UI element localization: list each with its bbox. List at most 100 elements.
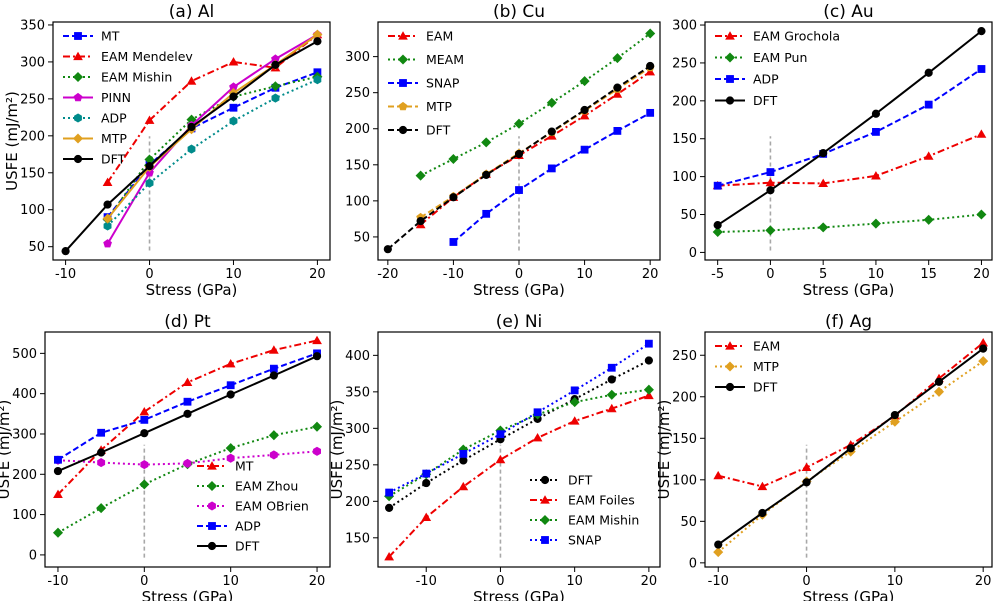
- data-point-snap: [580, 145, 589, 154]
- x-tick-label: 0: [496, 574, 504, 589]
- legend-label: MT: [101, 29, 120, 44]
- data-point-eam-mendelev: [144, 115, 155, 124]
- data-point-meam: [579, 76, 590, 87]
- legend-label: MEAM: [426, 52, 464, 67]
- data-point-eam: [757, 481, 768, 491]
- data-point-snap: [644, 339, 653, 348]
- x-tick-label: 15: [920, 267, 937, 282]
- y-tick-label: 50: [680, 515, 697, 530]
- legend-marker-eam-pun: [724, 52, 736, 63]
- data-point-eam-foiles: [606, 403, 617, 413]
- data-point-dft: [802, 478, 811, 487]
- data-point-dft: [226, 390, 235, 399]
- x-tick-label: -20: [377, 267, 398, 282]
- x-tick-label: 10: [222, 574, 239, 589]
- legend-label: EAM Pun: [753, 50, 807, 65]
- data-point-adp: [271, 93, 280, 103]
- data-point-eam-zhou: [225, 443, 236, 454]
- data-point-mt: [229, 103, 238, 112]
- data-point-dft: [229, 92, 238, 101]
- data-point-dft: [580, 105, 589, 115]
- plot-frame: [52, 21, 331, 261]
- y-tick-label: 200: [20, 129, 45, 144]
- legend-marker-dft: [725, 96, 735, 105]
- data-point-dft: [53, 466, 63, 476]
- data-point-eam: [801, 462, 812, 472]
- legend: MT EAM Zhou EAM OBrien ADP DFT: [197, 459, 309, 554]
- data-point-meam: [645, 28, 656, 39]
- legend-label: EAM: [753, 339, 780, 354]
- data-point-dft: [644, 356, 653, 365]
- data-point-eam-mishin: [270, 81, 281, 92]
- data-point-dft: [934, 377, 944, 386]
- data-point-pinn: [103, 239, 112, 248]
- y-tick-label: 150: [345, 531, 370, 546]
- data-point-meam: [448, 153, 459, 165]
- data-point-eam-grochola: [765, 177, 776, 187]
- data-point-adp: [766, 168, 775, 176]
- panel-title: (f) Ag: [825, 312, 872, 332]
- data-point-dft: [977, 26, 986, 36]
- y-tick-label: 50: [353, 230, 370, 245]
- y-tick-label: 50: [680, 208, 697, 223]
- plot-frame: [44, 331, 331, 568]
- data-point-mt: [182, 377, 193, 387]
- data-point-dft: [713, 221, 722, 230]
- y-tick-label: 300: [345, 422, 370, 437]
- series-dft: [713, 26, 986, 230]
- data-point-snap: [385, 488, 394, 497]
- y-axis-label: USFE (mJ/m²): [0, 400, 13, 500]
- data-point-eam-zhou: [268, 430, 279, 441]
- series-dft: [61, 37, 322, 256]
- y-axis-label: USFE (mJ/m²): [655, 400, 673, 500]
- y-tick-label: 100: [12, 508, 37, 523]
- data-point-eam-mendelev: [186, 76, 197, 85]
- data-point-meam: [513, 118, 525, 129]
- plot-frame: [704, 331, 993, 568]
- data-point-dft: [145, 162, 154, 171]
- data-point-eam-zhou: [311, 421, 323, 432]
- data-point-snap: [459, 449, 468, 458]
- y-tick-label: 200: [672, 390, 697, 405]
- y-tick-label: 350: [20, 18, 45, 33]
- data-point-meam: [481, 137, 492, 148]
- data-point-eam-zhou: [139, 479, 150, 490]
- y-tick-label: 200: [345, 495, 370, 510]
- y-tick-label: 350: [345, 385, 370, 400]
- legend-label: EAM Mendelev: [101, 49, 193, 64]
- legend-marker-eam-mendelev: [73, 51, 83, 61]
- x-tick-label: 20: [309, 574, 326, 589]
- data-point-dft: [312, 352, 322, 361]
- y-tick-label: 250: [672, 349, 697, 364]
- legend-label: DFT: [101, 152, 126, 167]
- data-point-mt: [225, 358, 236, 368]
- y-tick-label: 150: [672, 132, 697, 147]
- legend-label: SNAP: [426, 76, 460, 91]
- legend: MT EAM Mendelev EAM Mishin PINN ADP MTP DFT: [63, 29, 193, 167]
- data-point-dft: [613, 83, 622, 92]
- series-line-dft: [717, 30, 983, 226]
- data-point-dft: [97, 448, 106, 457]
- data-point-dft: [890, 410, 899, 420]
- series-line-eam-mendelev: [106, 33, 319, 183]
- y-tick-label: 100: [345, 194, 370, 209]
- data-point-dft: [646, 61, 655, 71]
- x-tick-label: 0: [145, 267, 153, 282]
- legend-marker-mt: [74, 32, 82, 40]
- series-line-eam-mishin: [388, 388, 650, 498]
- legend-label: MTP: [101, 131, 127, 146]
- data-point-dft: [383, 245, 392, 254]
- legend-marker-eam-zhou: [206, 480, 218, 492]
- series-line-adp: [57, 352, 318, 461]
- data-point-adp: [103, 221, 112, 231]
- y-tick-label: 0: [29, 548, 37, 563]
- legend-marker-meam: [397, 54, 409, 65]
- panel-title: (d) Pt: [164, 312, 211, 332]
- series-line-adp: [106, 78, 318, 227]
- data-point-dft: [269, 371, 278, 380]
- data-point-eam-mendelev: [228, 57, 239, 66]
- series-eam-pun: [712, 209, 987, 238]
- data-point-mtp: [102, 213, 113, 224]
- data-point-snap: [607, 363, 616, 372]
- data-point-adp: [54, 455, 62, 464]
